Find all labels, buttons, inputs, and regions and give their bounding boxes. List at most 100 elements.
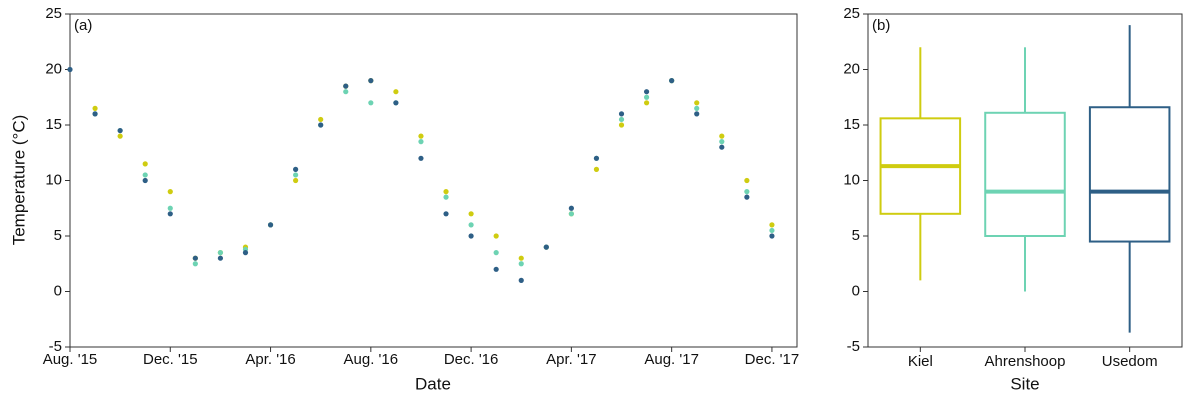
x-tick-label: Aug. '16 [344, 351, 399, 368]
point [744, 189, 750, 195]
point [293, 177, 299, 184]
point [293, 166, 299, 172]
x-axis-title: Date [415, 374, 451, 393]
point [694, 100, 700, 106]
point [518, 255, 524, 261]
point [393, 89, 399, 95]
point [293, 172, 299, 178]
point [318, 122, 324, 128]
x-tick-label: Ahrenshoop [985, 353, 1066, 370]
point [618, 122, 625, 128]
y-tick-label: 0 [852, 282, 860, 299]
x-tick-label: Apr. '17 [546, 351, 596, 368]
point [443, 211, 449, 217]
point [67, 66, 73, 73]
point [468, 222, 474, 228]
point [142, 172, 148, 178]
point [368, 78, 374, 84]
x-tick-label: Dec. '17 [745, 351, 800, 368]
point [242, 250, 249, 256]
point [192, 255, 198, 261]
point [443, 194, 449, 200]
point [217, 250, 224, 256]
y-tick-label: 5 [852, 227, 860, 244]
panel-label: (b) [872, 17, 890, 34]
point [267, 222, 274, 228]
point [769, 222, 775, 228]
point [694, 111, 700, 117]
y-tick-label: 15 [45, 116, 62, 133]
x-tick-label: Dec. '16 [444, 351, 499, 368]
point [593, 155, 600, 161]
point [167, 211, 173, 217]
point [643, 94, 650, 100]
point [92, 111, 98, 117]
y-tick-label: 25 [45, 5, 62, 22]
point [368, 100, 374, 106]
point [593, 166, 600, 172]
point [142, 161, 148, 167]
point [443, 189, 449, 195]
point [744, 177, 750, 184]
point [117, 133, 123, 139]
point [744, 194, 750, 200]
point [618, 111, 625, 117]
point [393, 100, 399, 106]
x-tick-label: Dec. '15 [143, 351, 198, 368]
point [92, 105, 98, 111]
x-tick-label: Kiel [908, 353, 933, 370]
point [343, 89, 349, 95]
x-tick-label: Usedom [1102, 353, 1158, 370]
plot-frame [69, 13, 798, 348]
point [493, 250, 499, 256]
y-tick-label: 10 [843, 171, 860, 188]
point [418, 133, 424, 139]
box [984, 111, 1066, 237]
point [618, 116, 625, 123]
y-tick-label: 25 [843, 5, 860, 22]
point [468, 233, 474, 239]
y-tick-label: 0 [54, 282, 62, 299]
point [117, 127, 123, 134]
point [719, 139, 725, 145]
point [192, 261, 198, 267]
point [518, 277, 524, 283]
point [343, 83, 349, 89]
point [543, 244, 549, 250]
point [418, 155, 424, 161]
box [1088, 106, 1171, 243]
y-tick-label: 20 [843, 60, 860, 77]
point [318, 116, 324, 123]
point [493, 266, 499, 272]
point [643, 89, 650, 95]
x-tick-label: Aug. '17 [644, 351, 699, 368]
y-tick-label: 20 [45, 60, 62, 77]
point [568, 211, 574, 217]
point [669, 78, 675, 84]
point [518, 261, 524, 267]
y-tick-label: 15 [843, 116, 860, 133]
x-axis-title: Site [1010, 374, 1039, 393]
point [167, 189, 173, 195]
point [468, 211, 474, 217]
y-tick-label: -5 [49, 338, 62, 355]
y-tick-label: 5 [54, 227, 62, 244]
point [769, 227, 775, 234]
point [217, 255, 224, 261]
x-tick-label: Aug. '15 [43, 351, 98, 368]
x-tick-label: Apr. '16 [245, 351, 295, 368]
point [167, 205, 173, 211]
y-tick-label: -5 [847, 338, 860, 355]
point [719, 144, 725, 150]
panel-label: (a) [74, 17, 92, 34]
y-tick-label: 10 [45, 171, 62, 188]
point [142, 177, 148, 184]
point [694, 105, 700, 111]
point [643, 100, 650, 106]
y-axis-title: Temperature (°C) [9, 115, 28, 246]
point [719, 133, 725, 139]
point [769, 233, 775, 239]
point [493, 233, 499, 239]
point [568, 205, 574, 211]
